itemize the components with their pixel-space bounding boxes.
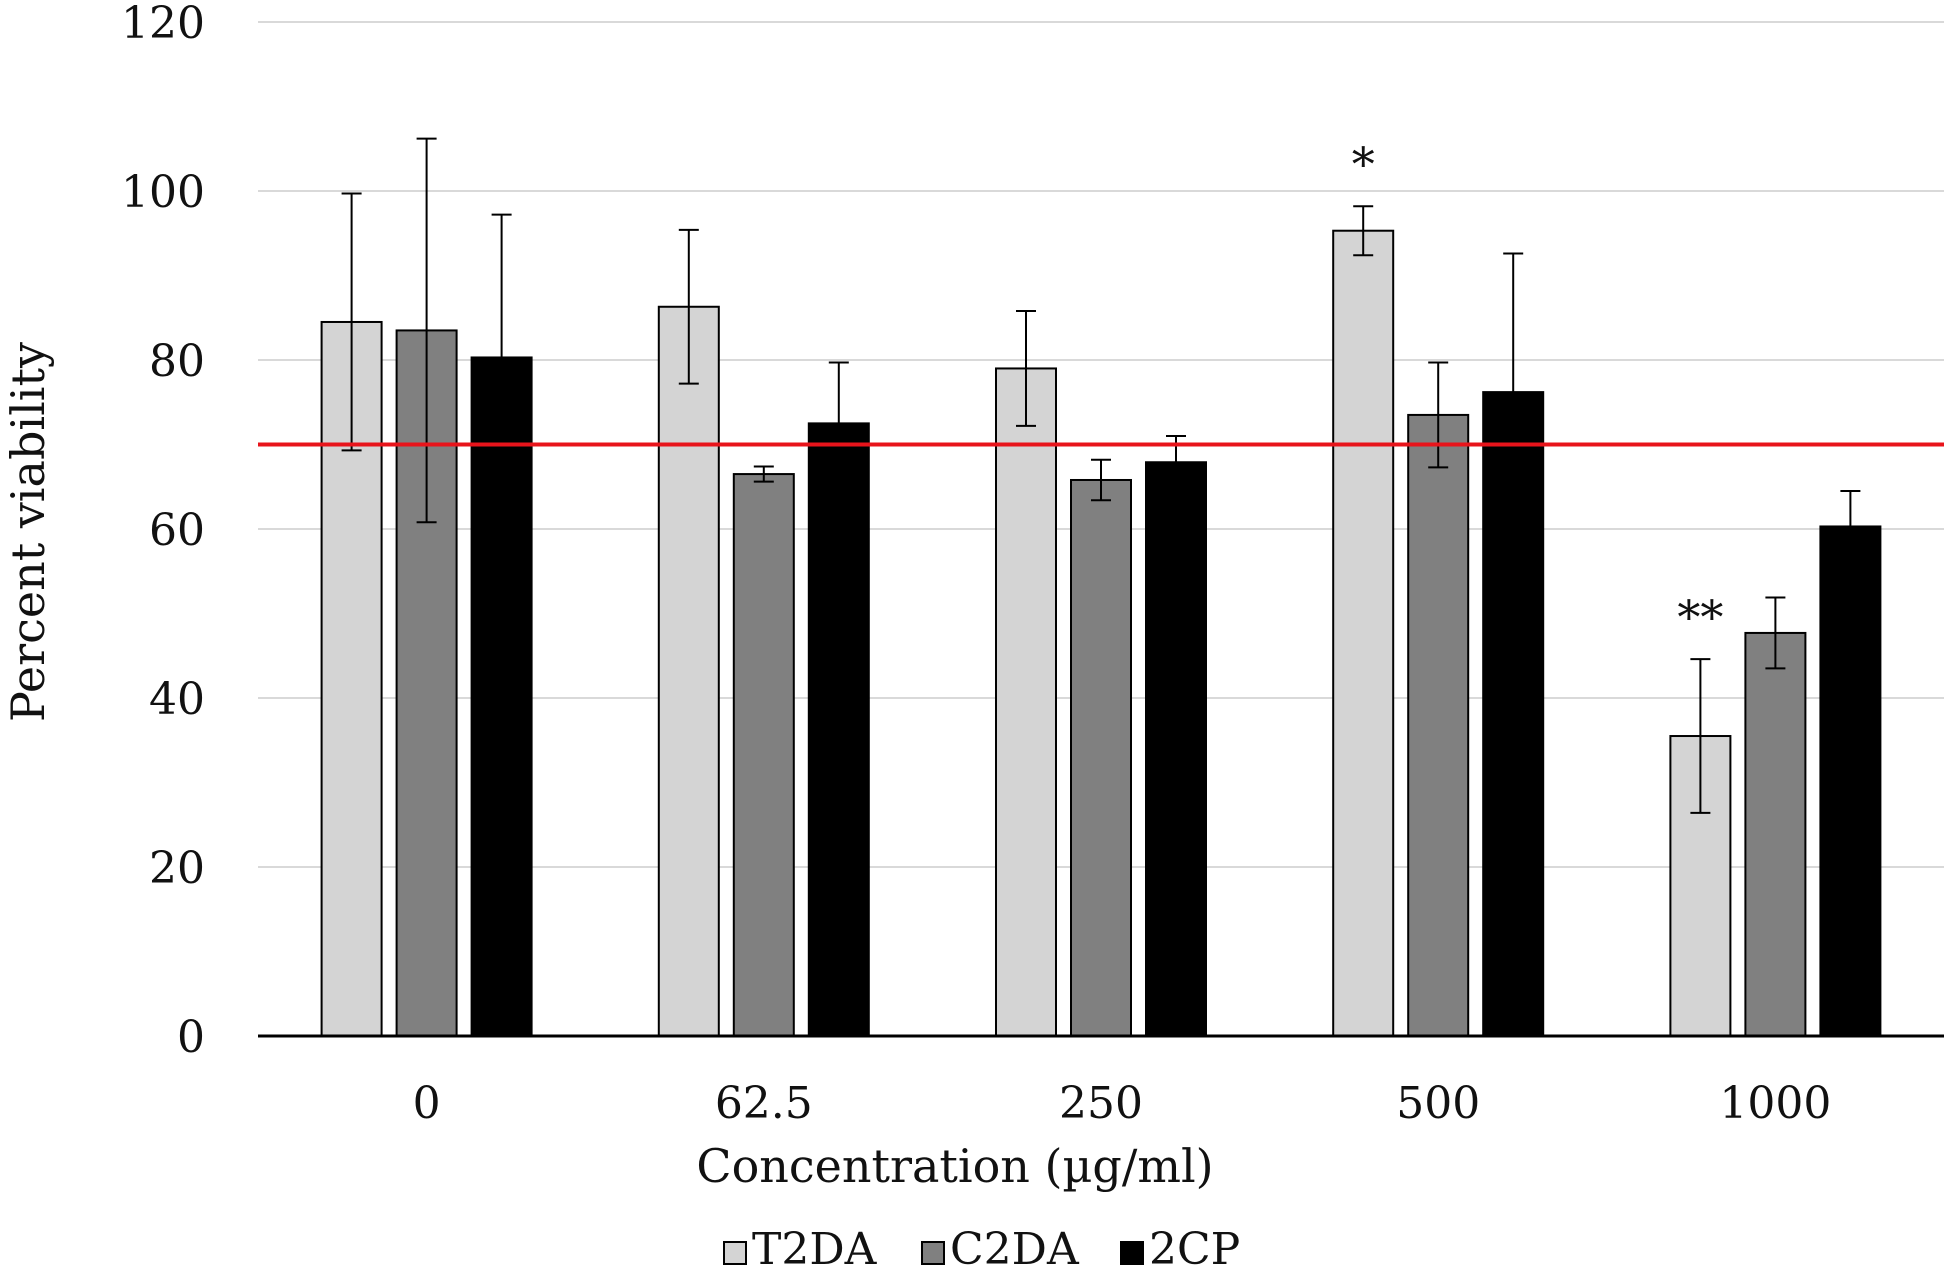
bars [320, 229, 1882, 1038]
x-tick-label: 250 [1059, 1078, 1143, 1129]
y-tick-label: 60 [149, 505, 205, 556]
x-tick-label: 1000 [1719, 1078, 1831, 1129]
error-bar [1091, 458, 1111, 502]
bar-t2da-500 [1332, 229, 1395, 1037]
y-tick-label: 0 [177, 1012, 205, 1063]
significance-marker: ** [1677, 590, 1723, 644]
bar-t2da-62.5 [657, 305, 720, 1037]
bar-t2da-250 [995, 367, 1057, 1037]
error-bar [1503, 252, 1524, 532]
error-bar [1840, 489, 1861, 563]
error-bar [828, 361, 849, 486]
error-bar [491, 213, 512, 502]
x-tick-label: 62.5 [715, 1078, 813, 1129]
error-bar [1690, 658, 1711, 814]
bar-c2da-1000 [1744, 631, 1807, 1037]
legend-item-2cp: 2CP [1120, 1224, 1240, 1275]
legend-swatch [1120, 1241, 1144, 1265]
bar-c2da-250 [1070, 478, 1132, 1037]
significance-marker: * [1352, 137, 1375, 191]
error-bar [1428, 361, 1449, 469]
x-axis-ticks: 0 62.5 250 500 1000 [413, 1078, 1832, 1129]
y-axis-label: Percent viability [1, 342, 55, 722]
y-tick-label: 40 [149, 674, 205, 725]
y-tick-label: 100 [121, 167, 205, 218]
legend-item-c2da: C2DA [921, 1224, 1080, 1275]
error-bars [341, 137, 1861, 814]
error-bar [1353, 205, 1374, 257]
y-tick-label: 80 [149, 336, 205, 387]
y-axis-ticks: 0 20 40 60 80 100 120 [121, 0, 205, 1063]
legend-swatch [921, 1241, 945, 1265]
legend-item-t2da: T2DA [723, 1224, 878, 1275]
error-bar [416, 137, 437, 524]
x-tick-label: 0 [413, 1078, 441, 1129]
bar-2cp-1000 [1819, 525, 1882, 1038]
x-tick-label: 500 [1396, 1078, 1480, 1129]
error-bar [1765, 596, 1786, 670]
legend-label: C2DA [950, 1224, 1080, 1273]
bar-2cp-250 [1145, 461, 1207, 1037]
error-bar [1016, 309, 1036, 427]
legend-label: 2CP [1149, 1224, 1240, 1273]
y-tick-label: 20 [149, 843, 205, 894]
annotations: *** [1352, 137, 1724, 644]
bar-2cp-62.5 [807, 422, 870, 1037]
legend: T2DA C2DA 2CP [723, 1224, 1240, 1275]
legend-swatch [723, 1241, 747, 1265]
x-axis-label: Concentration (µg/ml) [696, 1139, 1213, 1193]
error-bar [753, 465, 774, 483]
bar-c2da-500 [1407, 413, 1470, 1037]
error-bar [341, 192, 362, 452]
y-tick-label: 120 [121, 0, 205, 49]
error-bar [678, 228, 699, 385]
legend-label: T2DA [752, 1224, 878, 1273]
bar-c2da-62.5 [732, 473, 795, 1037]
